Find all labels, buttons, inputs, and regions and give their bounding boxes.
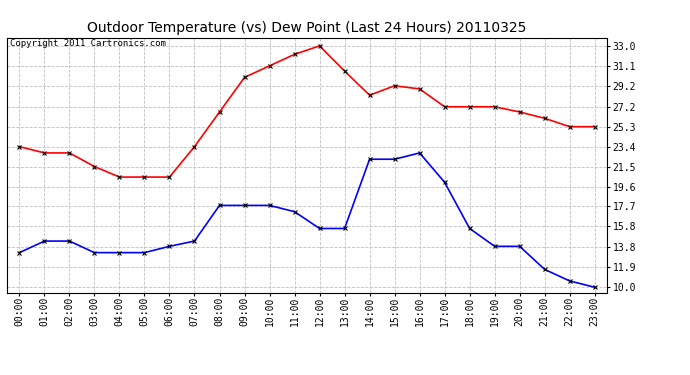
Text: Copyright 2011 Cartronics.com: Copyright 2011 Cartronics.com [10,39,166,48]
Title: Outdoor Temperature (vs) Dew Point (Last 24 Hours) 20110325: Outdoor Temperature (vs) Dew Point (Last… [88,21,526,35]
